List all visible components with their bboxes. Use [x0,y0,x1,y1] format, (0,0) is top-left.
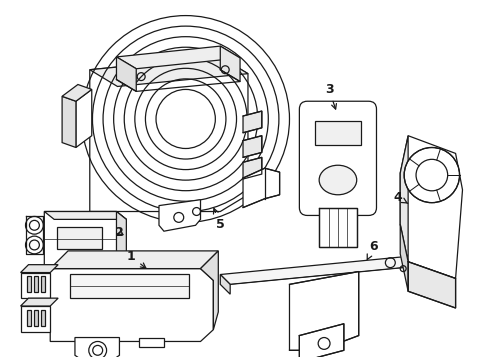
Polygon shape [62,96,76,148]
Text: 2: 2 [115,226,124,239]
Polygon shape [21,273,50,298]
Polygon shape [90,57,248,86]
Polygon shape [220,257,413,284]
Circle shape [25,236,43,254]
Polygon shape [21,306,50,332]
Text: 1: 1 [127,250,146,268]
Polygon shape [400,136,463,278]
Text: 6: 6 [367,240,378,260]
Bar [34,276,38,292]
Circle shape [89,342,107,359]
Polygon shape [243,168,280,208]
Polygon shape [243,157,262,179]
Polygon shape [117,46,240,69]
Circle shape [25,216,43,234]
Bar [27,276,31,292]
Polygon shape [50,251,219,269]
Polygon shape [400,136,408,262]
FancyBboxPatch shape [299,101,376,215]
Polygon shape [319,208,357,247]
Polygon shape [90,57,248,212]
Polygon shape [76,89,92,148]
Polygon shape [44,212,126,219]
Polygon shape [220,46,240,82]
Polygon shape [62,85,92,101]
Bar [41,310,45,326]
Polygon shape [44,212,126,267]
Bar [70,274,189,298]
Polygon shape [408,262,456,308]
Polygon shape [400,224,408,291]
Text: 4: 4 [394,191,408,204]
Circle shape [404,148,460,203]
Text: 5: 5 [214,208,224,231]
Polygon shape [117,212,126,259]
Polygon shape [21,265,58,273]
Polygon shape [139,338,164,347]
Bar [41,276,45,292]
Polygon shape [290,271,359,350]
Polygon shape [75,338,120,360]
Polygon shape [220,275,230,294]
Polygon shape [21,298,58,306]
Polygon shape [200,251,219,330]
Ellipse shape [319,165,357,195]
Bar [27,310,31,326]
Text: 3: 3 [325,83,337,109]
Polygon shape [159,200,200,231]
Polygon shape [117,57,136,91]
Bar [315,121,361,145]
Bar [57,227,101,249]
Bar [34,310,38,326]
Polygon shape [403,257,413,276]
Polygon shape [243,136,262,157]
Polygon shape [50,269,213,342]
Polygon shape [243,111,262,133]
Polygon shape [299,324,344,360]
